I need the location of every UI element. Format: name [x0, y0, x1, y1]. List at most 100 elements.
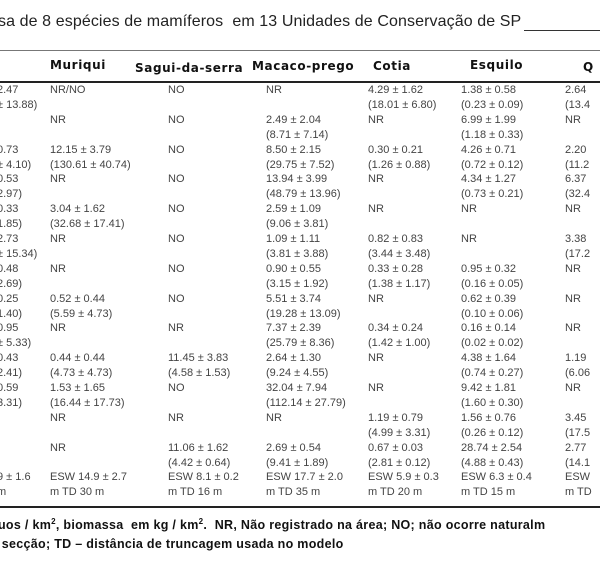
column-header: Sagui-da-serra: [135, 61, 244, 75]
table-cell-value: ESW 17.7 ± 2.0: [266, 471, 343, 484]
table-cell-value: 2.73: [0, 233, 19, 245]
table-cell-value: 0.59: [0, 382, 19, 394]
table-cell-value: NO: [168, 262, 185, 275]
table-cell-value: NR: [368, 382, 384, 394]
table-cell-value: 3.04 ± 1.62: [50, 203, 105, 216]
footnote-superscript: 2: [51, 517, 56, 526]
table-cell-value: 0.33 ± 0.28: [368, 262, 423, 275]
footnote-text: uos / km: [0, 518, 52, 532]
table-cell-secondary: (48.79 ± 13.96): [266, 188, 341, 201]
table-cell-value: 1.53 ± 1.65: [50, 382, 105, 394]
table-cell-secondary: 2.69): [0, 277, 23, 290]
table-cell-value: NR: [50, 113, 66, 126]
table-bottom-rule: [0, 506, 600, 508]
table-cell-value: NR: [50, 411, 66, 424]
table-cell-value: 0.52 ± 0.44: [50, 292, 105, 305]
table-cell-value: 0.25: [0, 292, 19, 305]
table-cell-secondary: (1.26 ± 0.88): [368, 158, 431, 171]
table-cell-secondary: (0.02 ± 0.02): [461, 337, 524, 350]
table-cell-value: 3.45: [565, 411, 587, 424]
table-cell-value: NR: [368, 203, 384, 216]
table-cell-secondary: (0.26 ± 0.12): [461, 426, 524, 439]
table-cell-secondary: ± 15.34): [0, 248, 38, 260]
table-cell-value: NO: [168, 84, 185, 96]
table-cell-value: NR: [565, 262, 581, 275]
table-cell-secondary: (6.06: [565, 367, 591, 380]
table-cell-value: 5.51 ± 3.74: [266, 292, 321, 305]
table-cell-value: NO: [168, 173, 185, 186]
table-cell-secondary: 1.40): [0, 307, 23, 320]
table-cell-value: 0.95 ± 0.32: [461, 262, 516, 275]
table-cell-value: 0.90 ± 0.55: [266, 262, 321, 275]
column-header: Esquilo: [470, 58, 524, 72]
table-cell-secondary: ± 5.33): [0, 337, 32, 350]
table-cell-value: 12.15 ± 3.79: [50, 143, 112, 156]
table-cell-value: NR: [565, 203, 581, 216]
table-cell-secondary: (4.42 ± 0.64): [168, 456, 231, 469]
table-cell-value: NO: [168, 233, 185, 245]
table-cell-value: 1.19 ± 0.79: [368, 411, 423, 424]
table-cell-value: 0.73: [0, 143, 19, 156]
table-cell-secondary: (32.68 ± 17.41): [50, 218, 125, 231]
footnote-text: , biomassa em kg / km: [55, 518, 199, 532]
table-cell-value: 0.16 ± 0.14: [461, 322, 516, 335]
table-cell-value: NR: [565, 113, 581, 126]
table-cell-value: NR: [565, 322, 581, 335]
table-cell-value: 0.82 ± 0.83: [368, 233, 423, 245]
table-cell-value: 32.04 ± 7.94: [266, 382, 328, 394]
table-cell-value: NR: [565, 292, 581, 305]
column-header: Macaco-prego: [252, 59, 355, 73]
table-cell-value: 6.99 ± 1.99: [461, 113, 516, 126]
table-cell-secondary: m TD 20 m: [368, 486, 423, 499]
table-cell-value: 2.20: [565, 143, 587, 156]
column-header: Cotia: [373, 59, 411, 73]
table-cell-value: 28.74 ± 2.54: [461, 441, 523, 454]
table-cell-secondary: (0.23 ± 0.09): [461, 99, 524, 111]
table-cell-value: 1.56 ± 0.76: [461, 411, 516, 424]
table-cell-secondary: m TD: [565, 486, 592, 499]
table-cell-value: 0.62 ± 0.39: [461, 292, 516, 305]
table-cell-secondary: (11.2: [565, 158, 590, 171]
column-header: Muriqui: [50, 58, 106, 72]
table-cell-secondary: (14.1: [565, 456, 591, 469]
table-cell-value: 4.26 ± 0.71: [461, 143, 516, 156]
table-cell-secondary: (3.15 ± 1.92): [266, 277, 329, 290]
table-cell-secondary: (1.18 ± 0.33): [461, 128, 524, 141]
table-cell-value: NO: [168, 382, 185, 394]
table-cell-secondary: (32.4: [565, 188, 591, 201]
table-cell-value: NR: [50, 262, 66, 275]
footnote-text: . NR, Não registrado na área; NO; não oc…: [203, 518, 546, 532]
table-cell-secondary: (16.44 ± 17.73): [50, 397, 125, 409]
table-cell-value: 2.47: [0, 84, 19, 96]
table-cell-value: NO: [168, 113, 185, 126]
table-cell-secondary: (3.44 ± 3.48): [368, 248, 431, 260]
table-cell-secondary: (0.74 ± 0.27): [461, 367, 524, 380]
table-cell-value: NO: [168, 143, 185, 156]
table-cell-secondary: (0.10 ± 0.06): [461, 307, 524, 320]
table-cell-secondary: ± 13.88): [0, 99, 38, 111]
table-cell-value: NO: [168, 292, 185, 305]
table-cell-secondary: 2.97): [0, 188, 23, 201]
table-cell-secondary: (8.71 ± 7.14): [266, 128, 329, 141]
table-cell-secondary: (9.06 ± 3.81): [266, 218, 329, 231]
table-cell-value: NR: [50, 441, 66, 454]
table-cell-secondary: (0.73 ± 0.21): [461, 188, 524, 201]
table-cell-value: 0.33: [0, 203, 19, 216]
table-cell-secondary: (2.81 ± 0.12): [368, 456, 431, 469]
table-cell-secondary: (25.79 ± 8.36): [266, 337, 335, 350]
footnote-line-1: uos / km2, biomassa em kg / km2. NR, Não…: [0, 517, 546, 533]
table-cell-secondary: (17.5: [565, 426, 591, 439]
table-cell-value: NR/NO: [50, 84, 86, 96]
table-cell-value: NO: [168, 203, 185, 216]
table-cell-secondary: (17.2: [565, 248, 591, 260]
table-cell-value: 2.64: [565, 84, 587, 96]
table-cell-value: NR: [50, 173, 66, 186]
table-cell-value: 2.77: [565, 441, 587, 454]
table-cell-secondary: (4.99 ± 3.31): [368, 426, 431, 439]
table-cell-secondary: (4.88 ± 0.43): [461, 456, 524, 469]
table-cell-secondary: (29.75 ± 7.52): [266, 158, 335, 171]
table-cell-secondary: (9.41 ± 1.89): [266, 456, 329, 469]
table-cell-secondary: (1.38 ± 1.17): [368, 277, 431, 290]
table-cell-secondary: (130.61 ± 40.74): [50, 158, 131, 171]
table-cell-value: 0.30 ± 0.21: [368, 143, 423, 156]
